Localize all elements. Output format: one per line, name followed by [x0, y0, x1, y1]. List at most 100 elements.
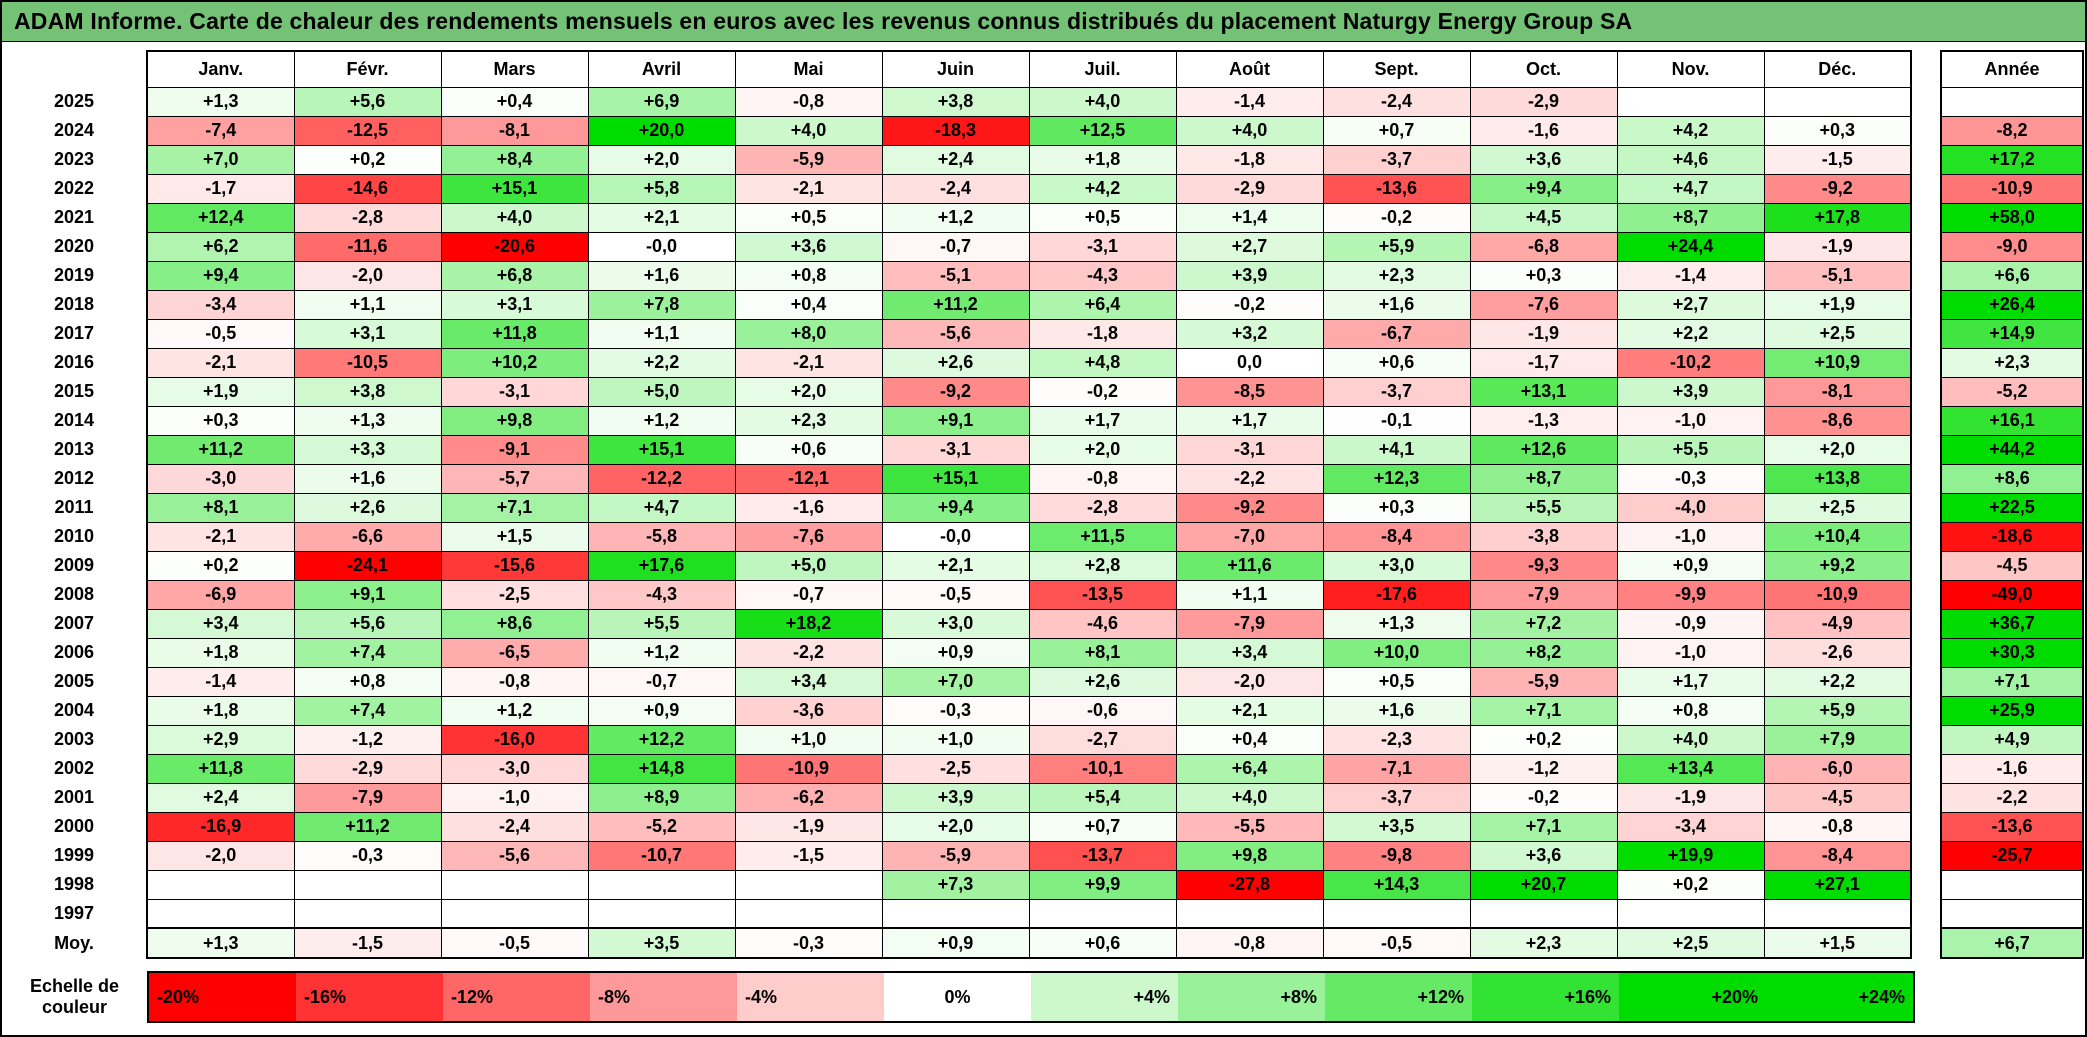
heatmap-cell: -9,3 [1469, 550, 1618, 581]
heatmap-cell: +5,0 [734, 550, 883, 581]
heatmap-cell: +0,9 [881, 637, 1030, 668]
heatmap-cell: +9,4 [146, 260, 295, 291]
heatmap-cell: +5,5 [587, 608, 736, 639]
annual-cell: -10,9 [1940, 173, 2084, 204]
column-gap [1911, 261, 1941, 290]
column-gap [1911, 696, 1941, 725]
heatmap-cell: +2,3 [1322, 260, 1471, 291]
heatmap-cell: -1,7 [1469, 347, 1618, 378]
heatmap-cell: -3,4 [146, 289, 295, 320]
heatmap-cell: +8,1 [146, 492, 295, 523]
heatmap-cell: +2,1 [587, 202, 736, 233]
heatmap-cell: +3,9 [1175, 260, 1324, 291]
heatmap-cell: -5,7 [440, 463, 589, 494]
year-label: 2011 [2, 493, 147, 522]
average-cell: +0,6 [1028, 927, 1177, 959]
heatmap-cell: -1,7 [146, 173, 295, 204]
column-gap [1911, 377, 1941, 406]
heatmap-cell: +4,2 [1028, 173, 1177, 204]
heatmap-cell: -1,9 [1469, 318, 1618, 349]
column-gap [1911, 667, 1941, 696]
heatmap-cell: -20,6 [440, 231, 589, 262]
year-row: 2007 +3,4 +5,6 +8,6 +5,5 +18,2 +3,0 -4,6 -7,9 +1,… [2, 608, 2084, 639]
scale-cell: -4% [737, 973, 884, 1021]
heatmap-cell: +1,8 [1028, 144, 1177, 175]
year-label: 2012 [2, 464, 147, 493]
heatmap-cell: +7,0 [881, 666, 1030, 697]
heatmap-cell: +9,1 [293, 579, 442, 610]
annual-cell: -4,5 [1940, 550, 2084, 581]
heatmap-cell: +10,0 [1322, 637, 1471, 668]
average-cell: -0,3 [734, 927, 883, 959]
month-header: Févr. [293, 50, 442, 88]
column-gap [1911, 870, 1941, 899]
year-row: 2003 +2,9 -1,2 -16,0 +12,2 +1,0 +1,0 -2,7 +0,4 -2… [2, 724, 2084, 755]
heatmap-cell: +9,1 [881, 405, 1030, 436]
heatmap-cell: -0,0 [587, 231, 736, 262]
heatmap-cell: -9,2 [881, 376, 1030, 407]
heatmap-cell: -1,0 [1616, 405, 1765, 436]
annual-cell: +14,9 [1940, 318, 2084, 349]
annual-cell: -8,2 [1940, 115, 2084, 146]
heatmap-cell: +5,6 [293, 86, 442, 117]
heatmap-cell: +9,2 [1763, 550, 1912, 581]
heatmap-cell: -15,6 [440, 550, 589, 581]
year-row: 2008 -6,9 +9,1 -2,5 -4,3 -0,7 -0,5 -13,5 +1,1 -17… [2, 579, 2084, 610]
annual-cell: +36,7 [1940, 608, 2084, 639]
year-row: 2010 -2,1 -6,6 +1,5 -5,8 -7,6 -0,0 +11,5 -7,0 -8,… [2, 521, 2084, 552]
average-cell: +2,3 [1469, 927, 1618, 959]
heatmap-cell: +0,6 [1322, 347, 1471, 378]
annual-header: Année [1940, 50, 2084, 88]
heatmap-cell: +0,2 [1469, 724, 1618, 755]
average-label: Moy. [2, 928, 147, 958]
heatmap-cell: +3,2 [1175, 318, 1324, 349]
heatmap-cell: +2,6 [293, 492, 442, 523]
heatmap-cell: +3,4 [734, 666, 883, 697]
year-label: 2023 [2, 145, 147, 174]
heatmap-cell: 0,0 [1175, 347, 1324, 378]
corner-cell [2, 51, 147, 87]
heatmap-cell: +9,4 [881, 492, 1030, 523]
heatmap-cell: +8,7 [1616, 202, 1765, 233]
heatmap-cell: +2,6 [881, 347, 1030, 378]
heatmap-cell [293, 869, 442, 900]
scale-cell: -8% [590, 973, 737, 1021]
heatmap-cell: +0,4 [440, 86, 589, 117]
heatmap-cell: +0,2 [293, 144, 442, 175]
year-row: 1999 -2,0 -0,3 -5,6 -10,7 -1,5 -5,9 -13,7 +9,8 -9… [2, 840, 2084, 871]
annual-cell: -13,6 [1940, 811, 2084, 842]
heatmap-cell: +0,4 [734, 289, 883, 320]
heatmap-cell: +2,0 [881, 811, 1030, 842]
heatmap-cell: +1,1 [587, 318, 736, 349]
heatmap-cell: +15,1 [587, 434, 736, 465]
heatmap-cell: +0,8 [734, 260, 883, 291]
heatmap-cell: +9,9 [1028, 869, 1177, 900]
scale-cell: +12% [1325, 973, 1472, 1021]
scale-cell: -20% [149, 973, 296, 1021]
month-header: Août [1175, 50, 1324, 88]
heatmap-cell: +7,4 [293, 637, 442, 668]
heatmap-cell: +8,0 [734, 318, 883, 349]
heatmap-cell: +1,7 [1028, 405, 1177, 436]
annual-cell: +44,2 [1940, 434, 2084, 465]
heatmap-cell: +5,8 [587, 173, 736, 204]
heatmap-cell: +2,9 [146, 724, 295, 755]
heatmap-cell: -5,9 [1469, 666, 1618, 697]
heatmap-cell: -2,1 [734, 347, 883, 378]
heatmap-cell: -7,6 [734, 521, 883, 552]
heatmap-cell: -0,0 [881, 521, 1030, 552]
heatmap-cell: -1,0 [440, 782, 589, 813]
year-row: 2011 +8,1 +2,6 +7,1 +4,7 -1,6 +9,4 -2,8 -9,2 +0,3… [2, 492, 2084, 523]
heatmap-cell: -6,6 [293, 521, 442, 552]
heatmap-cell: +5,4 [1028, 782, 1177, 813]
heatmap-cell: -3,1 [440, 376, 589, 407]
heatmap-cell: -0,1 [1322, 405, 1471, 436]
year-label: 2006 [2, 638, 147, 667]
heatmap-cell: +8,4 [440, 144, 589, 175]
heatmap-cell: -0,2 [1322, 202, 1471, 233]
heatmap-cell: -8,5 [1175, 376, 1324, 407]
heatmap-cell: +1,2 [587, 637, 736, 668]
annual-cell: +30,3 [1940, 637, 2084, 668]
column-gap [1911, 609, 1941, 638]
heatmap-cell: -1,8 [1175, 144, 1324, 175]
